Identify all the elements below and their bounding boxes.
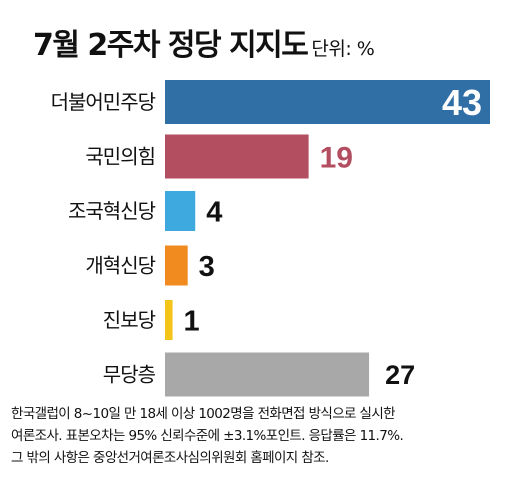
value-label-조국혁신당: 4 [206,196,222,228]
footnote-line: 그 밖의 사항은 중앙선거여론조사심의위원회 홈페이지 참조. [11,450,329,466]
unit-label: 단위: % [311,38,375,60]
footnote-line: 한국갤럽이 8~10일 만 18세 이상 1002명을 전화면접 방식으로 실시… [11,406,396,422]
category-label-개혁신당: 개혁신당 [85,254,155,278]
category-label-더불어민주당: 더불어민주당 [51,90,156,114]
bar-국민의힘 [165,134,309,179]
category-label-무당층: 무당층 [103,363,156,387]
category-label-진보당: 진보당 [103,308,156,332]
value-label-국민의힘: 19 [320,141,353,174]
chart-title: 7월 2주차 정당 지지도 단위: % [33,20,375,64]
bar-조국혁신당 [165,191,196,231]
footnote: 한국갤럽이 8~10일 만 18세 이상 1002명을 전화면접 방식으로 실시… [11,403,521,469]
bar-무당층 [165,352,370,397]
value-label-진보당: 1 [184,305,200,337]
bar-chart: 더불어민주당 43 국민의힘 19 조국혁신당 4 개혁신당 3 진보당 1 무당층 27 [51,80,490,397]
category-label-조국혁신당: 조국혁신당 [68,199,156,223]
title-text: 7월 2주차 정당 지지도 [33,28,309,63]
category-label-국민의힘: 국민의힘 [85,145,155,169]
footnote-line: 여론조사. 표본오차는 95% 신뢰수준에 ±3.1%포인트. 응답률은 11.… [11,428,404,444]
bar-진보당 [165,300,173,340]
bar-더불어민주당 [165,80,490,124]
value-label-무당층: 27 [385,360,415,390]
value-label-더불어민주당: 43 [442,82,482,123]
value-label-개혁신당: 3 [199,251,215,283]
bar-개혁신당 [165,245,188,286]
